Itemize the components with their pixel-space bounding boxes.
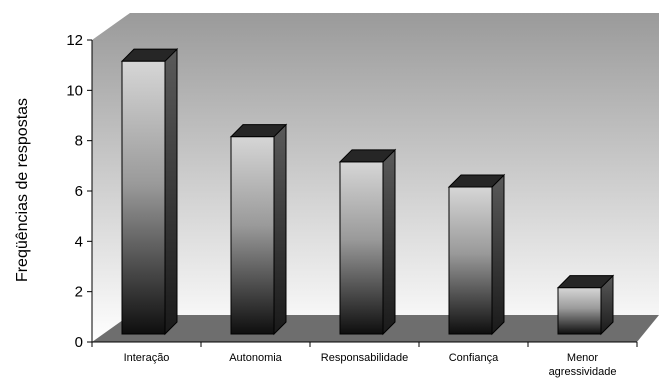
x-category-label: agressividade [549,366,617,378]
bar-front [448,186,493,335]
bar-side [491,173,505,336]
x-category-label: Responsabilidade [321,352,408,364]
bars [120,47,615,336]
bar-front [339,161,384,335]
bar-top [447,174,506,188]
y-tick-label: 6 [75,183,83,200]
bar-side [164,47,178,336]
y-tick-label: 8 [75,133,83,150]
y-tick-label: 12 [66,32,83,49]
bar-top [556,275,615,289]
y-axis-title: Freqüências de respostas [14,98,31,282]
y-tick-label: 10 [66,82,83,99]
y-tick-label: 4 [75,233,83,250]
x-category-label: Interação [124,352,170,364]
bar-front [557,287,602,335]
bar-top [338,149,397,163]
bar-1 [120,47,179,336]
x-category-label: Confiança [449,352,499,364]
y-tick-label: 2 [75,284,83,301]
axes [87,39,638,347]
x-category-label: Autonomia [229,352,282,364]
bar-front [230,136,275,335]
y-tick-labels: 0 2 4 6 8 10 12 [66,32,83,351]
y-tick-label: 0 [75,334,83,351]
bar-3 [338,148,397,336]
bar-side [273,123,287,336]
x-category-labels: Interação Autonomia Responsabilidade Confia… [124,352,617,378]
bar-top [229,124,288,138]
bar-5 [556,274,615,336]
bar-side [382,148,396,336]
x-category-label: Menor [567,352,599,364]
bar-top [120,48,179,62]
bar-2 [229,123,288,336]
bar-4 [447,173,506,336]
bar-front [121,60,166,335]
